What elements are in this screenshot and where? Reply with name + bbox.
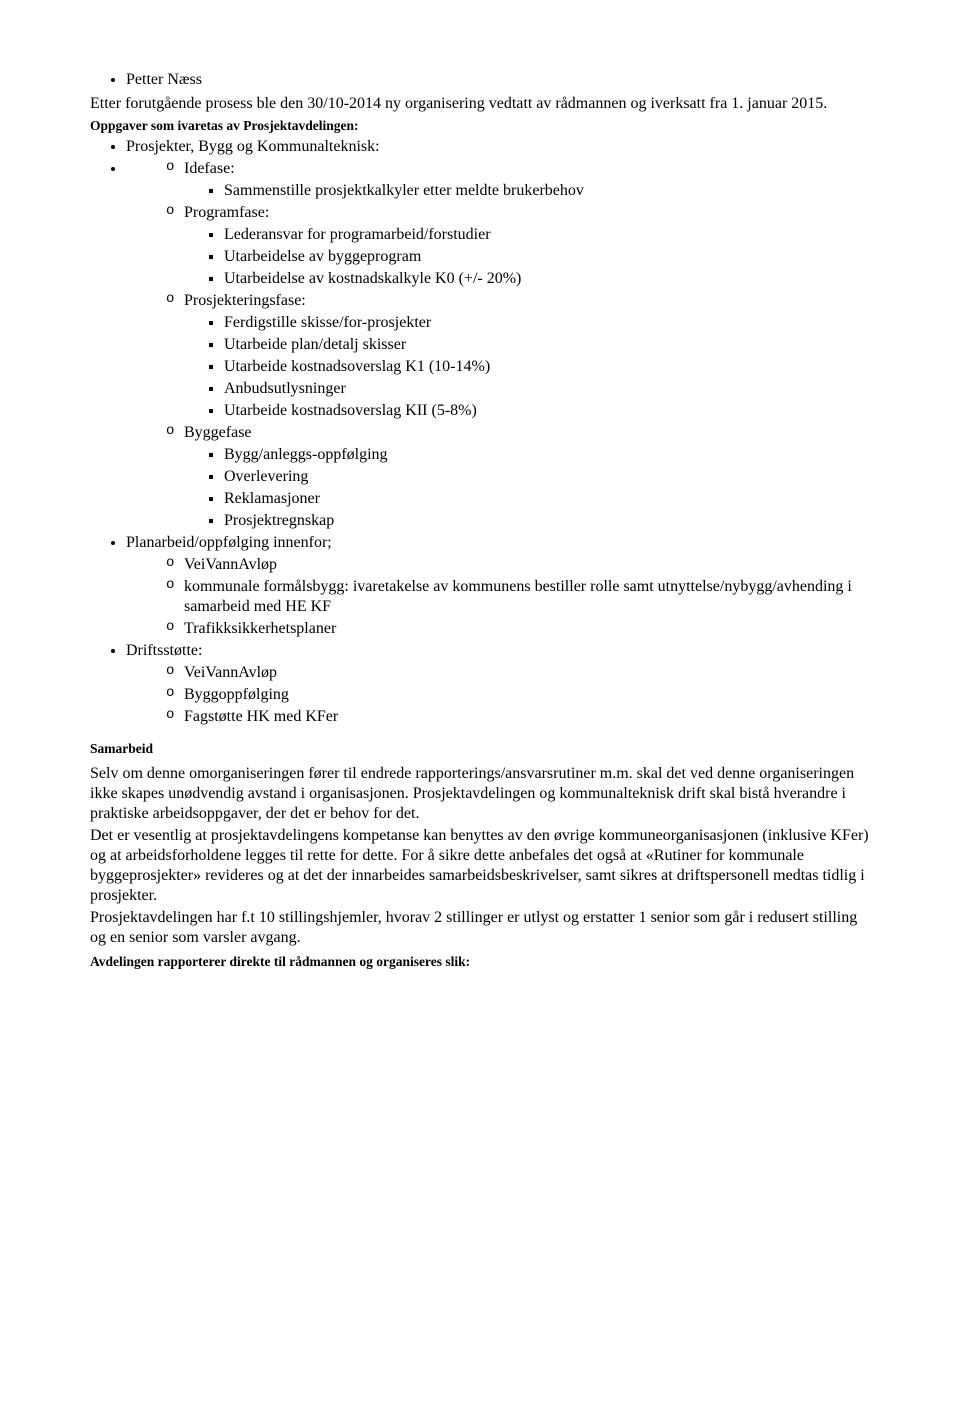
- phase-list: Idefase: Sammenstille prosjektkalkyler e…: [126, 159, 870, 531]
- main-bullets: Prosjekter, Bygg og Kommunalteknisk: Ide…: [90, 137, 870, 727]
- phase-idefase: Idefase: Sammenstille prosjektkalkyler e…: [166, 159, 870, 201]
- samarbeid-heading: Samarbeid: [90, 741, 870, 758]
- phase-prosjekteringsfase-label: Prosjekteringsfase:: [184, 292, 306, 309]
- bullet-empty: Idefase: Sammenstille prosjektkalkyler e…: [126, 159, 870, 531]
- planarbeid-item: VeiVannAvløp: [166, 555, 870, 575]
- driftsstotte-item: VeiVannAvløp: [166, 663, 870, 683]
- planarbeid-item: kommunale formålsbygg: ivaretakelse av k…: [166, 577, 870, 617]
- planarbeid-item: Trafikksikkerhetsplaner: [166, 619, 870, 639]
- byggefase-item: Overlevering: [224, 467, 870, 487]
- prosjekteringsfase-item: Ferdigstille skisse/for-prosjekter: [224, 313, 870, 333]
- final-bold-line: Avdelingen rapporterer direkte til rådma…: [90, 954, 870, 971]
- driftsstotte-item: Fagstøtte HK med KFer: [166, 707, 870, 727]
- prosjekteringsfase-item: Utarbeide kostnadsoverslag K1 (10-14%): [224, 357, 870, 377]
- idefase-items: Sammenstille prosjektkalkyler etter meld…: [184, 181, 870, 201]
- programfase-item: Utarbeidelse av kostnadskalkyle K0 (+/- …: [224, 269, 870, 289]
- idefase-item: Sammenstille prosjektkalkyler etter meld…: [224, 181, 870, 201]
- oppgaver-heading: Oppgaver som ivaretas av Prosjektavdelin…: [90, 118, 870, 135]
- samarbeid-para-2: Det er vesentlig at prosjektavdelingens …: [90, 826, 870, 906]
- bullet-planarbeid-label: Planarbeid/oppfølging innenfor;: [126, 534, 332, 551]
- samarbeid-para-1: Selv om denne omorganiseringen fører til…: [90, 764, 870, 824]
- prosjekteringsfase-item: Utarbeide plan/detalj skisser: [224, 335, 870, 355]
- phase-idefase-label: Idefase:: [184, 160, 235, 177]
- phase-byggefase: Byggefase Bygg/anleggs-oppfølging Overle…: [166, 423, 870, 531]
- byggefase-item: Reklamasjoner: [224, 489, 870, 509]
- programfase-item: Lederansvar for programarbeid/forstudier: [224, 225, 870, 245]
- phase-byggefase-label: Byggefase: [184, 424, 252, 441]
- phase-programfase-label: Programfase:: [184, 204, 269, 221]
- prosjekteringsfase-items: Ferdigstille skisse/for-prosjekter Utarb…: [184, 313, 870, 421]
- top-name-list: Petter Næss: [90, 70, 870, 90]
- intro-paragraph: Etter forutgående prosess ble den 30/10-…: [90, 94, 870, 114]
- programfase-item: Utarbeidelse av byggeprogram: [224, 247, 870, 267]
- driftsstotte-item: Byggoppfølging: [166, 685, 870, 705]
- byggefase-item: Prosjektregnskap: [224, 511, 870, 531]
- bullet-driftsstotte: Driftsstøtte: VeiVannAvløp Byggoppfølgin…: [126, 641, 870, 727]
- phase-programfase: Programfase: Lederansvar for programarbe…: [166, 203, 870, 289]
- prosjekteringsfase-item: Anbudsutlysninger: [224, 379, 870, 399]
- programfase-items: Lederansvar for programarbeid/forstudier…: [184, 225, 870, 289]
- bullet-driftsstotte-label: Driftsstøtte:: [126, 642, 202, 659]
- driftsstotte-items: VeiVannAvløp Byggoppfølging Fagstøtte HK…: [126, 663, 870, 727]
- bullet-planarbeid: Planarbeid/oppfølging innenfor; VeiVannA…: [126, 533, 870, 639]
- samarbeid-para-3: Prosjektavdelingen har f.t 10 stillingsh…: [90, 908, 870, 948]
- prosjekteringsfase-item: Utarbeide kostnadsoverslag KII (5-8%): [224, 401, 870, 421]
- top-name-bullet: Petter Næss: [126, 70, 870, 90]
- phase-prosjekteringsfase: Prosjekteringsfase: Ferdigstille skisse/…: [166, 291, 870, 421]
- byggefase-item: Bygg/anleggs-oppfølging: [224, 445, 870, 465]
- bullet-prosjekter: Prosjekter, Bygg og Kommunalteknisk:: [126, 137, 870, 157]
- planarbeid-items: VeiVannAvløp kommunale formålsbygg: ivar…: [126, 555, 870, 639]
- byggefase-items: Bygg/anleggs-oppfølging Overlevering Rek…: [184, 445, 870, 531]
